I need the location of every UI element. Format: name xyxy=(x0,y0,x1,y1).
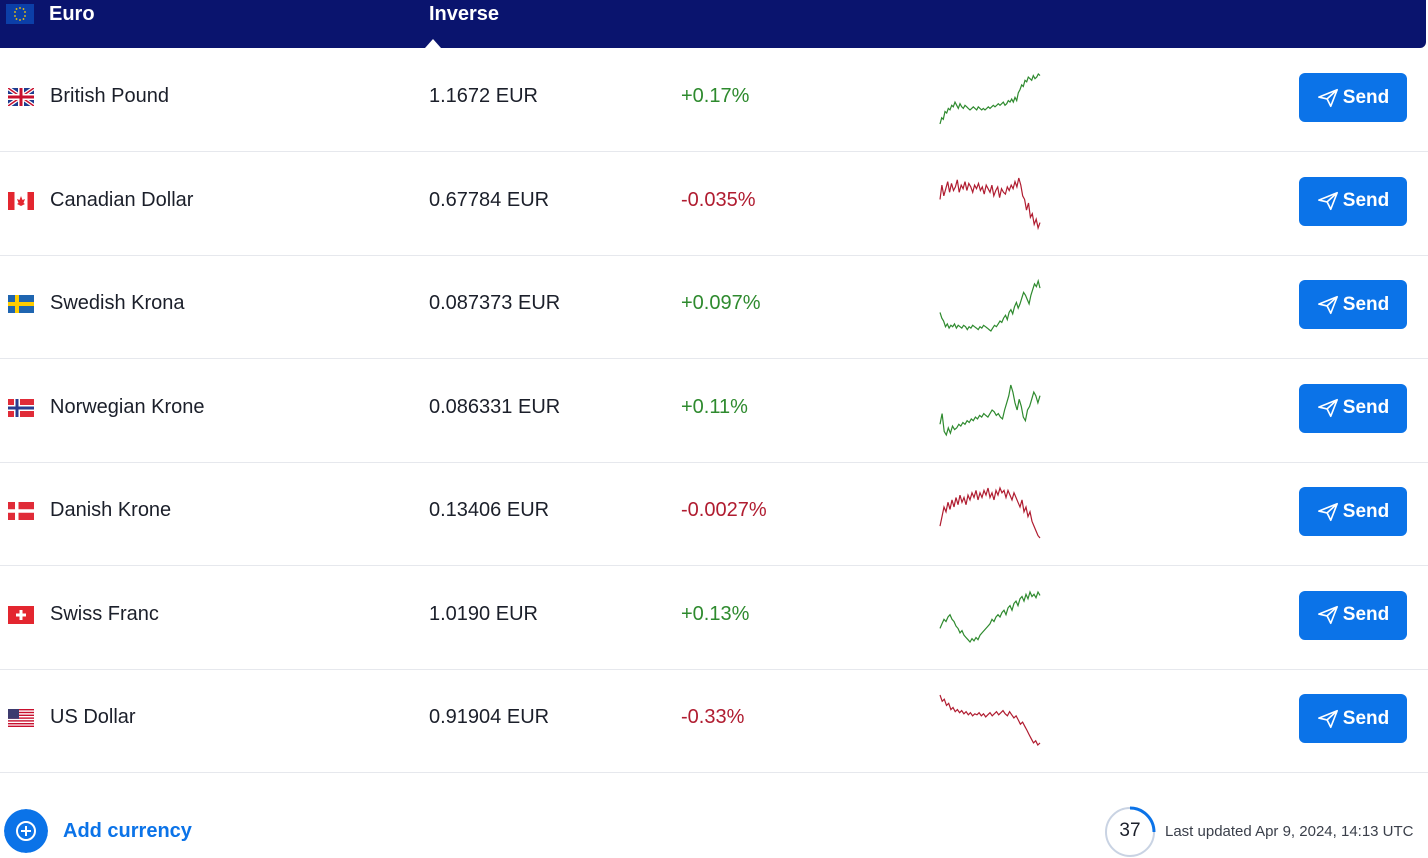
us-flag-icon xyxy=(8,709,34,727)
sparkline-line xyxy=(939,694,1041,746)
se-flag-icon xyxy=(8,295,34,313)
send-button-label: Send xyxy=(1342,293,1390,315)
add-currency-link[interactable]: Add currency xyxy=(63,820,192,842)
currency-row[interactable]: British Pound 1.1672 EUR +0.17% Send xyxy=(0,48,1428,152)
exchange-rate: 0.087373 EUR xyxy=(429,292,561,314)
active-tab-caret xyxy=(425,39,441,48)
currency-name: Canadian Dollar xyxy=(50,188,194,211)
sparkline-line xyxy=(939,73,1041,125)
sparkline-line xyxy=(939,177,1041,230)
percent-change: +0.097% xyxy=(681,292,761,314)
eu-flag-icon xyxy=(6,4,34,24)
send-button[interactable]: Send xyxy=(1299,383,1407,433)
ch-flag-icon xyxy=(8,605,34,624)
send-plane-icon xyxy=(1317,295,1338,314)
last-updated-text: Last updated Apr 9, 2024, 14:13 UTC xyxy=(1165,823,1414,840)
base-currency-name[interactable]: Euro xyxy=(49,3,95,25)
currency-name: Danish Krone xyxy=(50,499,172,521)
send-button[interactable]: Send xyxy=(1299,280,1407,329)
send-button[interactable]: Send xyxy=(1299,487,1407,536)
send-button-label: Send xyxy=(1342,397,1390,418)
send-plane-icon xyxy=(1317,88,1338,107)
add-circle-icon[interactable] xyxy=(4,809,48,853)
currency-row[interactable]: Canadian Dollar 0.67784 EUR -0.035% Send xyxy=(0,152,1428,256)
send-button[interactable]: Send xyxy=(1299,176,1407,226)
sparkline-line xyxy=(939,486,1041,539)
uk-flag-icon xyxy=(8,88,34,106)
no-flag-icon xyxy=(8,398,34,417)
sparkline-chart xyxy=(939,589,1041,643)
sparkline-chart xyxy=(939,384,1041,437)
currency-name: Swiss Franc xyxy=(50,602,159,625)
send-plane-icon xyxy=(1317,398,1338,418)
send-button-label: Send xyxy=(1342,707,1390,729)
sparkline-chart xyxy=(939,73,1041,125)
exchange-rate: 1.1672 EUR xyxy=(429,85,538,107)
send-button[interactable]: Send xyxy=(1299,590,1407,640)
send-button-label: Send xyxy=(1342,604,1390,625)
currency-name: Swedish Krona xyxy=(50,292,185,314)
exchange-rate: 0.91904 EUR xyxy=(429,706,550,728)
currency-header: Euro Inverse xyxy=(0,0,1426,48)
refresh-countdown: 37 xyxy=(1119,820,1141,841)
sparkline-chart xyxy=(939,486,1041,539)
sparkline-line xyxy=(939,278,1041,332)
currency-name: British Pound xyxy=(50,85,169,107)
send-plane-icon xyxy=(1317,502,1338,521)
sparkline-line xyxy=(939,589,1041,643)
send-button-label: Send xyxy=(1342,500,1390,522)
percent-change: +0.13% xyxy=(681,602,750,625)
sparkline-chart xyxy=(939,278,1041,332)
exchange-rate: 0.13406 EUR xyxy=(429,499,550,521)
percent-change: +0.17% xyxy=(681,85,750,107)
sparkline-chart xyxy=(939,177,1041,230)
percent-change: -0.035% xyxy=(681,188,756,211)
send-plane-icon xyxy=(1317,605,1338,625)
percent-change: -0.0027% xyxy=(681,499,767,521)
exchange-rate: 1.0190 EUR xyxy=(429,602,538,625)
percent-change: -0.33% xyxy=(681,706,745,728)
currency-row[interactable]: Danish Krone 0.13406 EUR -0.0027% Send xyxy=(0,462,1428,566)
send-plane-icon xyxy=(1317,709,1338,728)
send-plane-icon xyxy=(1317,191,1338,211)
percent-change: +0.11% xyxy=(681,395,748,418)
inverse-toggle[interactable]: Inverse xyxy=(429,3,500,25)
send-button-label: Send xyxy=(1342,190,1390,211)
currency-row[interactable]: US Dollar 0.91904 EUR -0.33% Send xyxy=(0,669,1428,773)
exchange-rate: 0.086331 EUR xyxy=(429,395,561,418)
currency-row[interactable]: Swiss Franc 1.0190 EUR +0.13% Send xyxy=(0,566,1428,670)
currency-row[interactable]: Norwegian Krone 0.086331 EUR +0.11% Send xyxy=(0,359,1428,463)
currency-row[interactable]: Swedish Krona 0.087373 EUR +0.097% Send xyxy=(0,255,1428,359)
ca-flag-icon xyxy=(8,191,34,210)
currency-name: US Dollar xyxy=(50,706,136,728)
send-button[interactable]: Send xyxy=(1299,73,1407,122)
currency-name: Norwegian Krone xyxy=(50,395,205,418)
send-button-label: Send xyxy=(1342,86,1390,108)
send-button[interactable]: Send xyxy=(1299,694,1407,743)
sparkline-chart xyxy=(939,694,1041,746)
exchange-rate: 0.67784 EUR xyxy=(429,188,550,211)
dk-flag-icon xyxy=(8,502,34,520)
sparkline-line xyxy=(939,384,1041,437)
